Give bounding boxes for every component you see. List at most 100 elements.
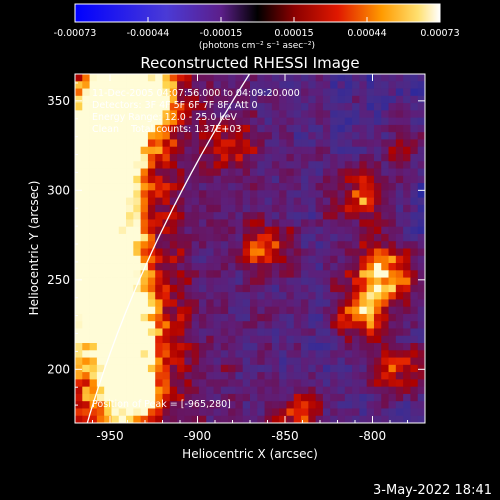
heatmap-cell [257, 241, 265, 249]
heatmap-cell [388, 117, 397, 126]
heatmap-cell [111, 292, 120, 300]
heatmap-cell [89, 343, 98, 351]
heatmap-cell [264, 81, 273, 89]
heatmap-cell [126, 146, 134, 155]
heatmap-cell [82, 393, 90, 402]
heatmap-cell [322, 270, 331, 278]
heatmap-cell [220, 328, 229, 337]
heatmap-cell [279, 103, 287, 111]
heatmap-cell [228, 233, 236, 242]
heatmap-cell [235, 386, 244, 395]
heatmap-cell [96, 74, 105, 82]
heatmap-cell [213, 241, 222, 249]
heatmap-cell [315, 161, 324, 169]
heatmap-cell [344, 190, 353, 198]
heatmap-cell [271, 204, 280, 213]
heatmap-cell [184, 110, 193, 119]
heatmap-cell [286, 372, 295, 380]
heatmap-cell [111, 350, 120, 358]
heatmap-cell [169, 263, 178, 271]
heatmap-cell [337, 103, 346, 111]
heatmap-cell [373, 204, 382, 213]
heatmap-cell [337, 183, 346, 191]
heatmap-cell [133, 364, 142, 373]
colorbar-tick-label: 0.00073 [420, 28, 459, 39]
heatmap-cell [366, 161, 375, 169]
heatmap-cell [111, 226, 120, 235]
heatmap-cell [279, 299, 287, 308]
heatmap-cell [242, 88, 251, 97]
heatmap-cell [140, 321, 149, 329]
heatmap-cell [279, 277, 287, 286]
heatmap-cell [308, 204, 317, 213]
heatmap-cell [279, 401, 287, 409]
x-tick-label: -800 [359, 429, 386, 443]
heatmap-cell [286, 190, 295, 198]
heatmap-cell [381, 81, 389, 89]
heatmap-cell [410, 74, 419, 82]
heatmap-cell [169, 175, 178, 184]
heatmap-cell [82, 357, 90, 366]
heatmap-cell [388, 284, 397, 293]
heatmap-cell [250, 168, 258, 177]
heatmap-cell [410, 204, 419, 213]
heatmap-cell [359, 255, 368, 264]
heatmap-cell [75, 292, 83, 300]
heatmap-cell [75, 212, 83, 220]
heatmap-cell [403, 183, 411, 191]
heatmap-cell [337, 88, 346, 97]
heatmap-cell [373, 197, 382, 206]
heatmap-cell [213, 81, 222, 89]
heatmap-cell [381, 255, 389, 264]
heatmap-cell [352, 132, 360, 140]
heatmap-cell [104, 124, 112, 133]
heatmap-cell [352, 233, 360, 242]
heatmap-cell [147, 204, 156, 213]
heatmap-cell [155, 168, 163, 177]
heatmap-cell [359, 277, 368, 286]
heatmap-cell [315, 124, 324, 133]
heatmap-cell [388, 248, 397, 257]
heatmap-cell [271, 270, 280, 278]
heatmap-cell [133, 313, 142, 322]
heatmap-cell [293, 161, 302, 169]
heatmap-cell [315, 233, 324, 242]
heatmap-cell [330, 321, 338, 329]
heatmap-cell [169, 386, 178, 395]
heatmap-cell [177, 335, 185, 344]
heatmap-cell [198, 124, 207, 133]
heatmap-cell [403, 401, 411, 409]
heatmap-cell [118, 139, 127, 148]
heatmap-cell [359, 233, 368, 242]
heatmap-cell [147, 393, 156, 402]
heatmap-cell [264, 146, 273, 155]
heatmap-cell [177, 284, 185, 293]
heatmap-cell [177, 386, 185, 395]
heatmap-cell [301, 161, 309, 169]
heatmap-cell [140, 255, 149, 264]
heatmap-cell [403, 284, 411, 293]
heatmap-cell [198, 95, 207, 104]
heatmap-cell [104, 335, 112, 344]
heatmap-cell [417, 233, 425, 242]
heatmap-cell [133, 146, 142, 155]
heatmap-cell [315, 393, 324, 402]
heatmap-cell [264, 350, 273, 358]
heatmap-cell [177, 321, 185, 329]
heatmap-cell [147, 328, 156, 337]
heatmap-cell [177, 95, 185, 104]
annotation-detectors: Detectors: 3F 4F 5F 6F 7F 8F, Att 0 [92, 100, 258, 111]
heatmap-cell [308, 241, 317, 249]
heatmap-cell [373, 328, 382, 337]
heatmap-cell [322, 124, 331, 133]
heatmap-cell [169, 204, 178, 213]
heatmap-cell [257, 124, 265, 133]
heatmap-cell [242, 284, 251, 293]
heatmap-cell [140, 197, 149, 206]
heatmap-cell [133, 226, 142, 235]
heatmap-cell [322, 153, 331, 162]
heatmap-cell [147, 124, 156, 133]
heatmap-cell [308, 357, 317, 366]
heatmap-cell [395, 117, 404, 126]
heatmap-cell [322, 364, 331, 373]
